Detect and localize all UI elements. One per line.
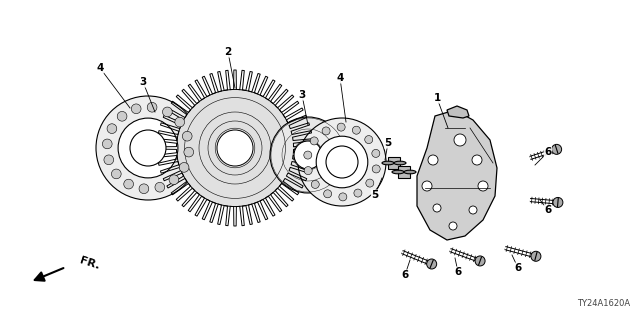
Circle shape — [469, 206, 477, 214]
Circle shape — [366, 179, 374, 187]
Ellipse shape — [404, 170, 416, 174]
Circle shape — [472, 155, 482, 165]
Circle shape — [131, 104, 141, 114]
Circle shape — [422, 181, 432, 191]
Text: TY24A1620A: TY24A1620A — [577, 299, 630, 308]
Polygon shape — [417, 110, 497, 240]
Circle shape — [184, 147, 194, 157]
Circle shape — [311, 180, 319, 188]
Polygon shape — [398, 166, 410, 178]
Circle shape — [179, 163, 189, 172]
Circle shape — [326, 146, 358, 178]
Circle shape — [339, 193, 347, 201]
Circle shape — [475, 256, 485, 266]
Circle shape — [294, 141, 322, 169]
Text: 6: 6 — [515, 263, 522, 273]
Circle shape — [552, 144, 562, 154]
Circle shape — [139, 184, 148, 194]
Text: 3: 3 — [298, 90, 306, 100]
Text: 4: 4 — [96, 63, 104, 73]
Circle shape — [217, 130, 253, 166]
Circle shape — [182, 131, 192, 141]
Circle shape — [104, 155, 114, 165]
Circle shape — [324, 190, 332, 198]
Circle shape — [316, 136, 368, 188]
Text: 1: 1 — [433, 93, 440, 103]
Circle shape — [353, 126, 360, 134]
Circle shape — [175, 117, 184, 127]
Circle shape — [124, 179, 134, 189]
Circle shape — [372, 165, 380, 173]
Text: 6: 6 — [545, 147, 552, 157]
Text: 5: 5 — [385, 138, 392, 148]
Text: 6: 6 — [454, 267, 461, 277]
Circle shape — [96, 96, 200, 200]
Text: 3: 3 — [140, 77, 147, 87]
Circle shape — [111, 169, 121, 179]
Text: 5: 5 — [371, 190, 379, 200]
Circle shape — [372, 149, 380, 157]
Text: 4: 4 — [336, 73, 344, 83]
Circle shape — [147, 102, 157, 112]
Text: FR.: FR. — [78, 255, 100, 271]
Text: 2: 2 — [225, 47, 232, 57]
Circle shape — [169, 175, 179, 185]
Ellipse shape — [392, 170, 404, 174]
Circle shape — [177, 90, 294, 207]
Circle shape — [107, 124, 116, 133]
Circle shape — [304, 151, 312, 159]
Circle shape — [449, 222, 457, 230]
Ellipse shape — [394, 161, 406, 165]
Circle shape — [531, 251, 541, 261]
Text: 6: 6 — [401, 270, 408, 280]
Polygon shape — [447, 106, 469, 118]
Circle shape — [433, 204, 441, 212]
Ellipse shape — [382, 161, 394, 165]
Circle shape — [310, 137, 318, 145]
Circle shape — [118, 118, 178, 178]
Circle shape — [322, 127, 330, 135]
Polygon shape — [388, 157, 400, 169]
Circle shape — [102, 139, 112, 149]
Circle shape — [428, 155, 438, 165]
Text: 6: 6 — [545, 205, 552, 215]
Circle shape — [427, 259, 436, 269]
Circle shape — [130, 130, 166, 166]
Circle shape — [155, 182, 164, 192]
Circle shape — [270, 117, 346, 193]
Circle shape — [304, 167, 312, 175]
Circle shape — [454, 134, 466, 146]
Circle shape — [365, 136, 372, 144]
Circle shape — [478, 181, 488, 191]
Circle shape — [117, 111, 127, 121]
Circle shape — [553, 197, 563, 207]
Circle shape — [298, 118, 386, 206]
Circle shape — [337, 123, 345, 131]
Circle shape — [163, 107, 172, 117]
Circle shape — [354, 189, 362, 197]
